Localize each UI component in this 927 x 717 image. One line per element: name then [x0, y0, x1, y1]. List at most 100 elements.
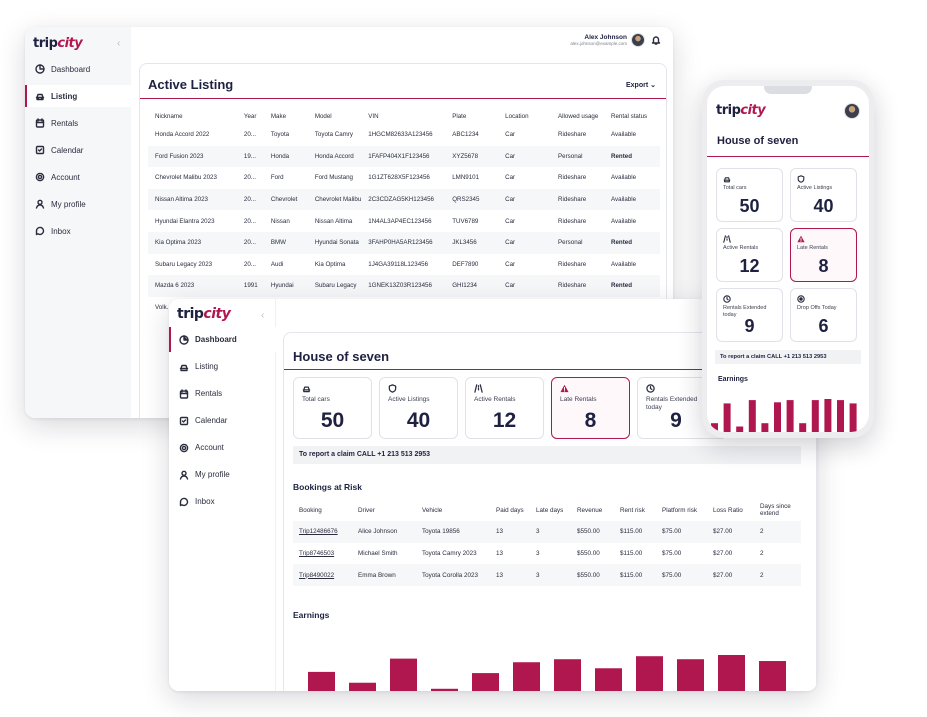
- earnings-bar[interactable]: [513, 662, 540, 691]
- table-row[interactable]: Ford Fusion 2023 19... Honda Honda Accord 1F…: [148, 145, 660, 168]
- stat-card-active-rentals[interactable]: Active Rentals 12: [465, 377, 544, 439]
- table-row[interactable]: Trip8746503 Michael Smith Toyota Camry 202…: [293, 543, 801, 565]
- sidebar-item-label: Dashboard: [51, 64, 91, 74]
- stat-card-late-rentals[interactable]: Late Rentals 8: [790, 228, 857, 282]
- earnings-bar[interactable]: [431, 688, 458, 691]
- bell-icon[interactable]: [651, 35, 661, 45]
- table-row[interactable]: Trip12486676 Alice Johnson Toyota 19856 13 3…: [293, 521, 801, 543]
- earnings-bar[interactable]: [723, 403, 731, 432]
- sidebar-item-account[interactable]: Account: [25, 166, 131, 188]
- logo[interactable]: tripcity: [33, 36, 83, 51]
- table-row[interactable]: Chevrolet Malibu 2023 20... Ford Ford Musta…: [148, 167, 660, 189]
- earnings-chart: [308, 655, 786, 691]
- avatar[interactable]: [844, 103, 860, 119]
- stat-value: 50: [320, 409, 345, 432]
- sidebar-item-listing[interactable]: Listing: [25, 85, 131, 107]
- table-cell: Honda Accord 2022: [155, 131, 210, 139]
- sidebar-item-calendar[interactable]: Calendar: [169, 408, 276, 433]
- earnings-bar[interactable]: [837, 400, 844, 432]
- export-button[interactable]: Export ⌄: [626, 81, 656, 89]
- shield-icon: [797, 175, 805, 183]
- stat-value: 12: [739, 256, 760, 276]
- table-row[interactable]: Trip8490022 Emma Brown Toyota Corolla 2023…: [293, 564, 801, 587]
- sidebar-item-calendar[interactable]: Calendar: [25, 139, 131, 161]
- sidebar-item-rentals[interactable]: Rentals: [25, 112, 131, 134]
- sidebar-item-label: Inbox: [195, 497, 215, 506]
- earnings-bar[interactable]: [759, 661, 786, 691]
- stat-label: Rentals Extended today: [723, 305, 767, 318]
- table-row[interactable]: Volk...: [148, 297, 660, 319]
- table-row[interactable]: Mazda 6 2023 1991 Hyundai Subaru Legacy 1GNE…: [148, 275, 660, 297]
- earnings-bar[interactable]: [390, 658, 417, 691]
- stat-card-drop-offs[interactable]: Drop Offs Today 6: [790, 288, 857, 342]
- stat-label: Active Rentals: [723, 245, 759, 251]
- logo[interactable]: tripcity: [177, 306, 231, 322]
- table-row[interactable]: Nissan Altima 2023 20... Chevrolet Chevrole…: [148, 188, 660, 211]
- sidebar-item-my-profile[interactable]: My profile: [25, 193, 131, 215]
- sidebar-item-my-profile[interactable]: My profile: [169, 462, 276, 487]
- earnings-bar[interactable]: [472, 673, 499, 691]
- earnings-bar[interactable]: [748, 400, 756, 432]
- table-cell: Rideshare: [558, 131, 587, 139]
- column-header: Model: [314, 112, 332, 120]
- table-cell: Alice Johnson: [352, 521, 416, 543]
- table-row[interactable]: Hyundai Elantra 2023 20... Nissan Nissan Al…: [148, 210, 660, 232]
- earnings-bar[interactable]: [774, 402, 781, 432]
- earnings-bar[interactable]: [811, 400, 819, 432]
- stat-card-total-cars[interactable]: Total cars 50: [716, 168, 783, 222]
- stat-card-active-listings[interactable]: Active Listings 40: [790, 168, 857, 222]
- table-row[interactable]: Subaru Legacy 2023 20... Audi Kia Optima 1J4…: [148, 254, 660, 276]
- earnings-bar[interactable]: [761, 423, 769, 432]
- sidebar-item-label: Account: [51, 172, 80, 182]
- earnings-bar[interactable]: [554, 659, 581, 691]
- table-row[interactable]: Honda Accord 2022 20... Toyota Toyota Camry…: [148, 124, 660, 146]
- booking-link[interactable]: Trip8746503: [299, 550, 335, 558]
- sidebar-item-account[interactable]: Account: [169, 435, 276, 460]
- sidebar-item-rentals[interactable]: Rentals: [169, 381, 276, 406]
- table-row[interactable]: Kia Optima 2023 20... BMW Hyundai Sonata 3FA…: [148, 231, 660, 254]
- table-cell: 1HGCM82633A123456: [368, 131, 433, 139]
- earnings-bar[interactable]: [349, 682, 376, 691]
- sidebar-item-listing[interactable]: Listing: [169, 354, 276, 379]
- logo[interactable]: tripcity: [716, 103, 766, 118]
- earnings-bar[interactable]: [595, 668, 622, 691]
- stat-card-late-rentals[interactable]: Late Rentals 8: [551, 377, 630, 439]
- pie-chart-icon: [35, 64, 45, 74]
- earnings-bar[interactable]: [824, 399, 832, 432]
- user-menu[interactable]: Alex Johnson alex.johnson@example.com: [570, 33, 661, 47]
- earnings-bar[interactable]: [636, 656, 663, 691]
- chat-icon: [35, 226, 45, 236]
- collapse-sidebar-icon[interactable]: ‹: [117, 38, 121, 49]
- booking-link[interactable]: Trip8490022: [293, 564, 352, 587]
- stat-card-total-cars[interactable]: Total cars 50: [293, 377, 372, 439]
- column-header: Vehicle: [422, 506, 443, 514]
- sidebar-item-inbox[interactable]: Inbox: [169, 489, 276, 514]
- user-name: Alex Johnson: [584, 34, 627, 41]
- phone-frame: tripcity House of seven Total cars 50 Ac…: [702, 80, 874, 438]
- earnings-bar[interactable]: [718, 655, 745, 691]
- booking-link[interactable]: Trip12486676: [293, 521, 352, 543]
- table-cell: Rideshare: [551, 188, 605, 211]
- status-badge: Rented: [604, 275, 660, 297]
- earnings-bar[interactable]: [786, 400, 794, 432]
- avatar[interactable]: [631, 33, 645, 47]
- table-cell: Michael Smith: [358, 550, 398, 558]
- earnings-bar[interactable]: [849, 403, 857, 432]
- sidebar-item-dashboard[interactable]: Dashboard: [169, 327, 276, 352]
- sidebar-item-dashboard[interactable]: Dashboard: [25, 58, 131, 80]
- table-cell: Honda Accord: [307, 145, 362, 168]
- earnings-bar[interactable]: [711, 423, 718, 432]
- title-divider: [284, 369, 816, 370]
- collapse-sidebar-icon[interactable]: ‹: [261, 310, 265, 321]
- earnings-bar[interactable]: [308, 671, 335, 691]
- earnings-bar[interactable]: [677, 659, 704, 691]
- sidebar-item-label: Account: [195, 443, 224, 452]
- stat-card-rentals-extended[interactable]: Rentals Extended today 9: [716, 288, 783, 342]
- table-cell: Kia Optima 2023: [148, 231, 237, 254]
- earnings-bar[interactable]: [799, 423, 807, 432]
- sidebar-item-inbox[interactable]: Inbox: [25, 220, 131, 242]
- stat-card-active-rentals[interactable]: Active Rentals 12: [716, 228, 783, 282]
- stat-card-active-listings[interactable]: Active Listings 40: [379, 377, 458, 439]
- phone-notch: [764, 86, 812, 94]
- earnings-bar[interactable]: [736, 426, 744, 433]
